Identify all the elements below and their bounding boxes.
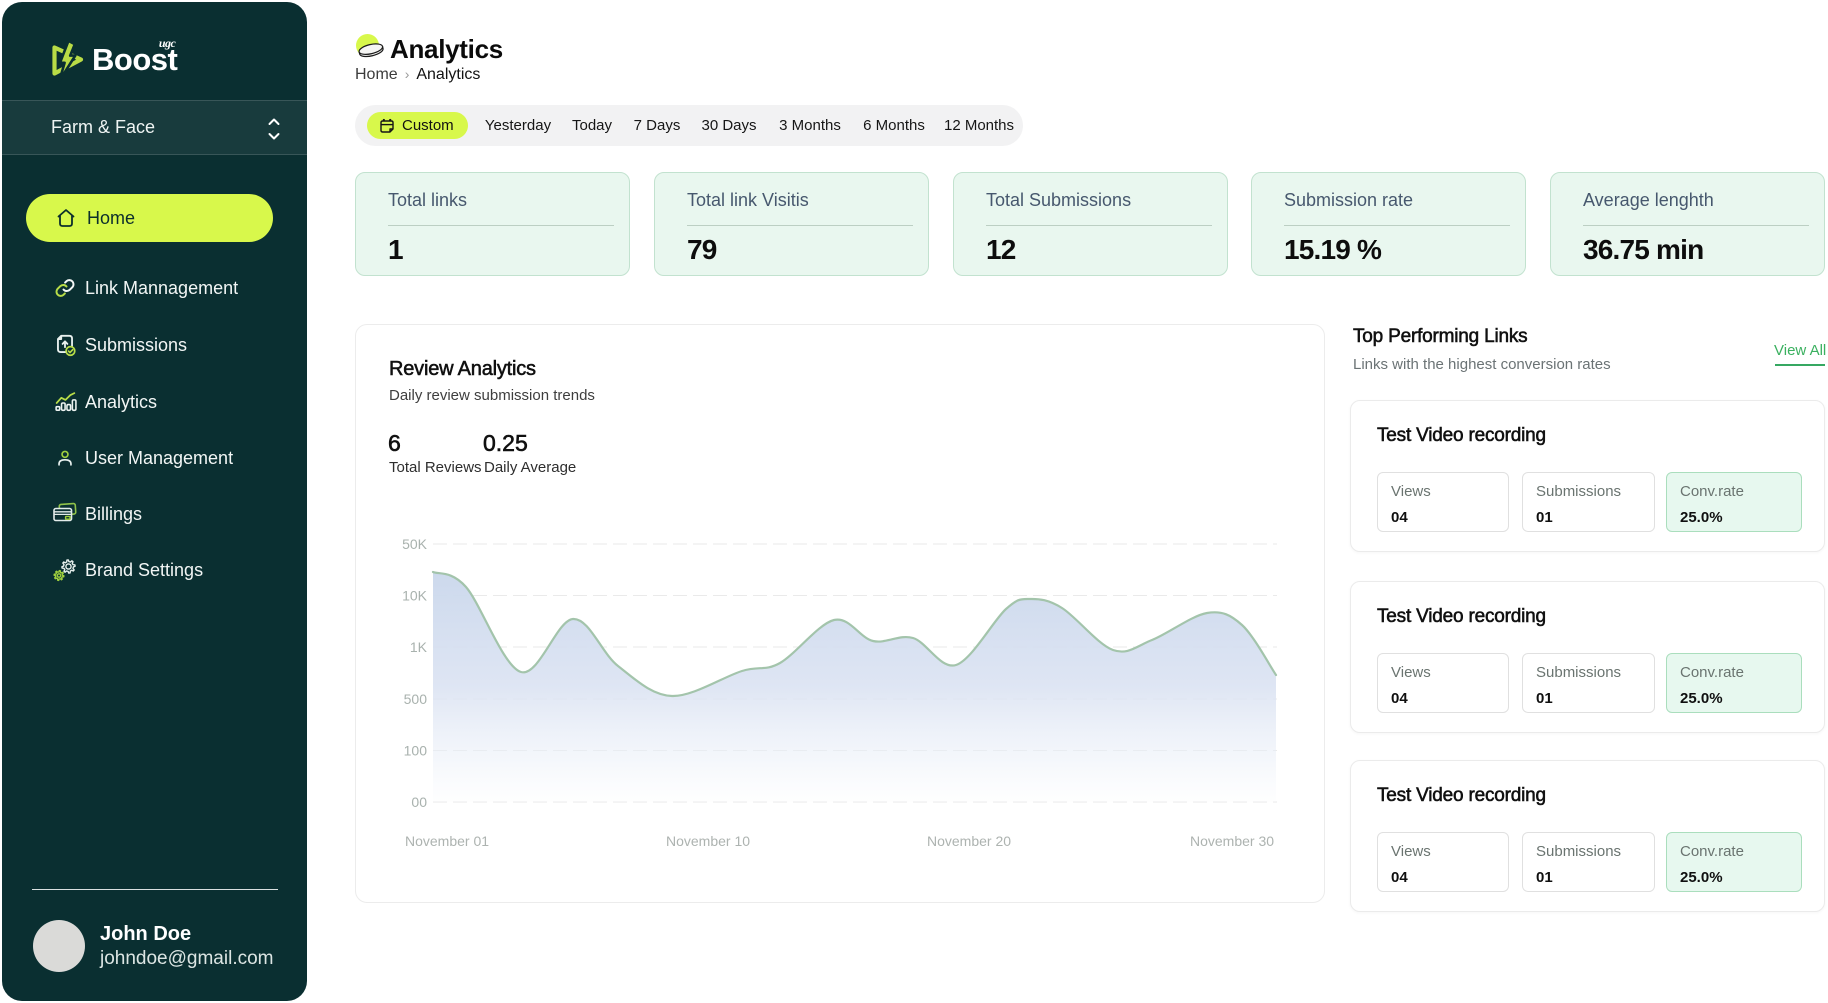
svg-text:10K: 10K <box>402 588 428 604</box>
svg-text:1K: 1K <box>410 639 428 655</box>
svg-text:500: 500 <box>404 691 428 707</box>
svg-text:00: 00 <box>411 794 427 810</box>
svg-text:November 01: November 01 <box>405 833 489 849</box>
svg-text:November 30: November 30 <box>1190 833 1274 849</box>
svg-text:100: 100 <box>404 743 428 759</box>
svg-text:November 20: November 20 <box>927 833 1011 849</box>
svg-text:November 10: November 10 <box>666 833 750 849</box>
svg-text:50K: 50K <box>402 536 428 552</box>
